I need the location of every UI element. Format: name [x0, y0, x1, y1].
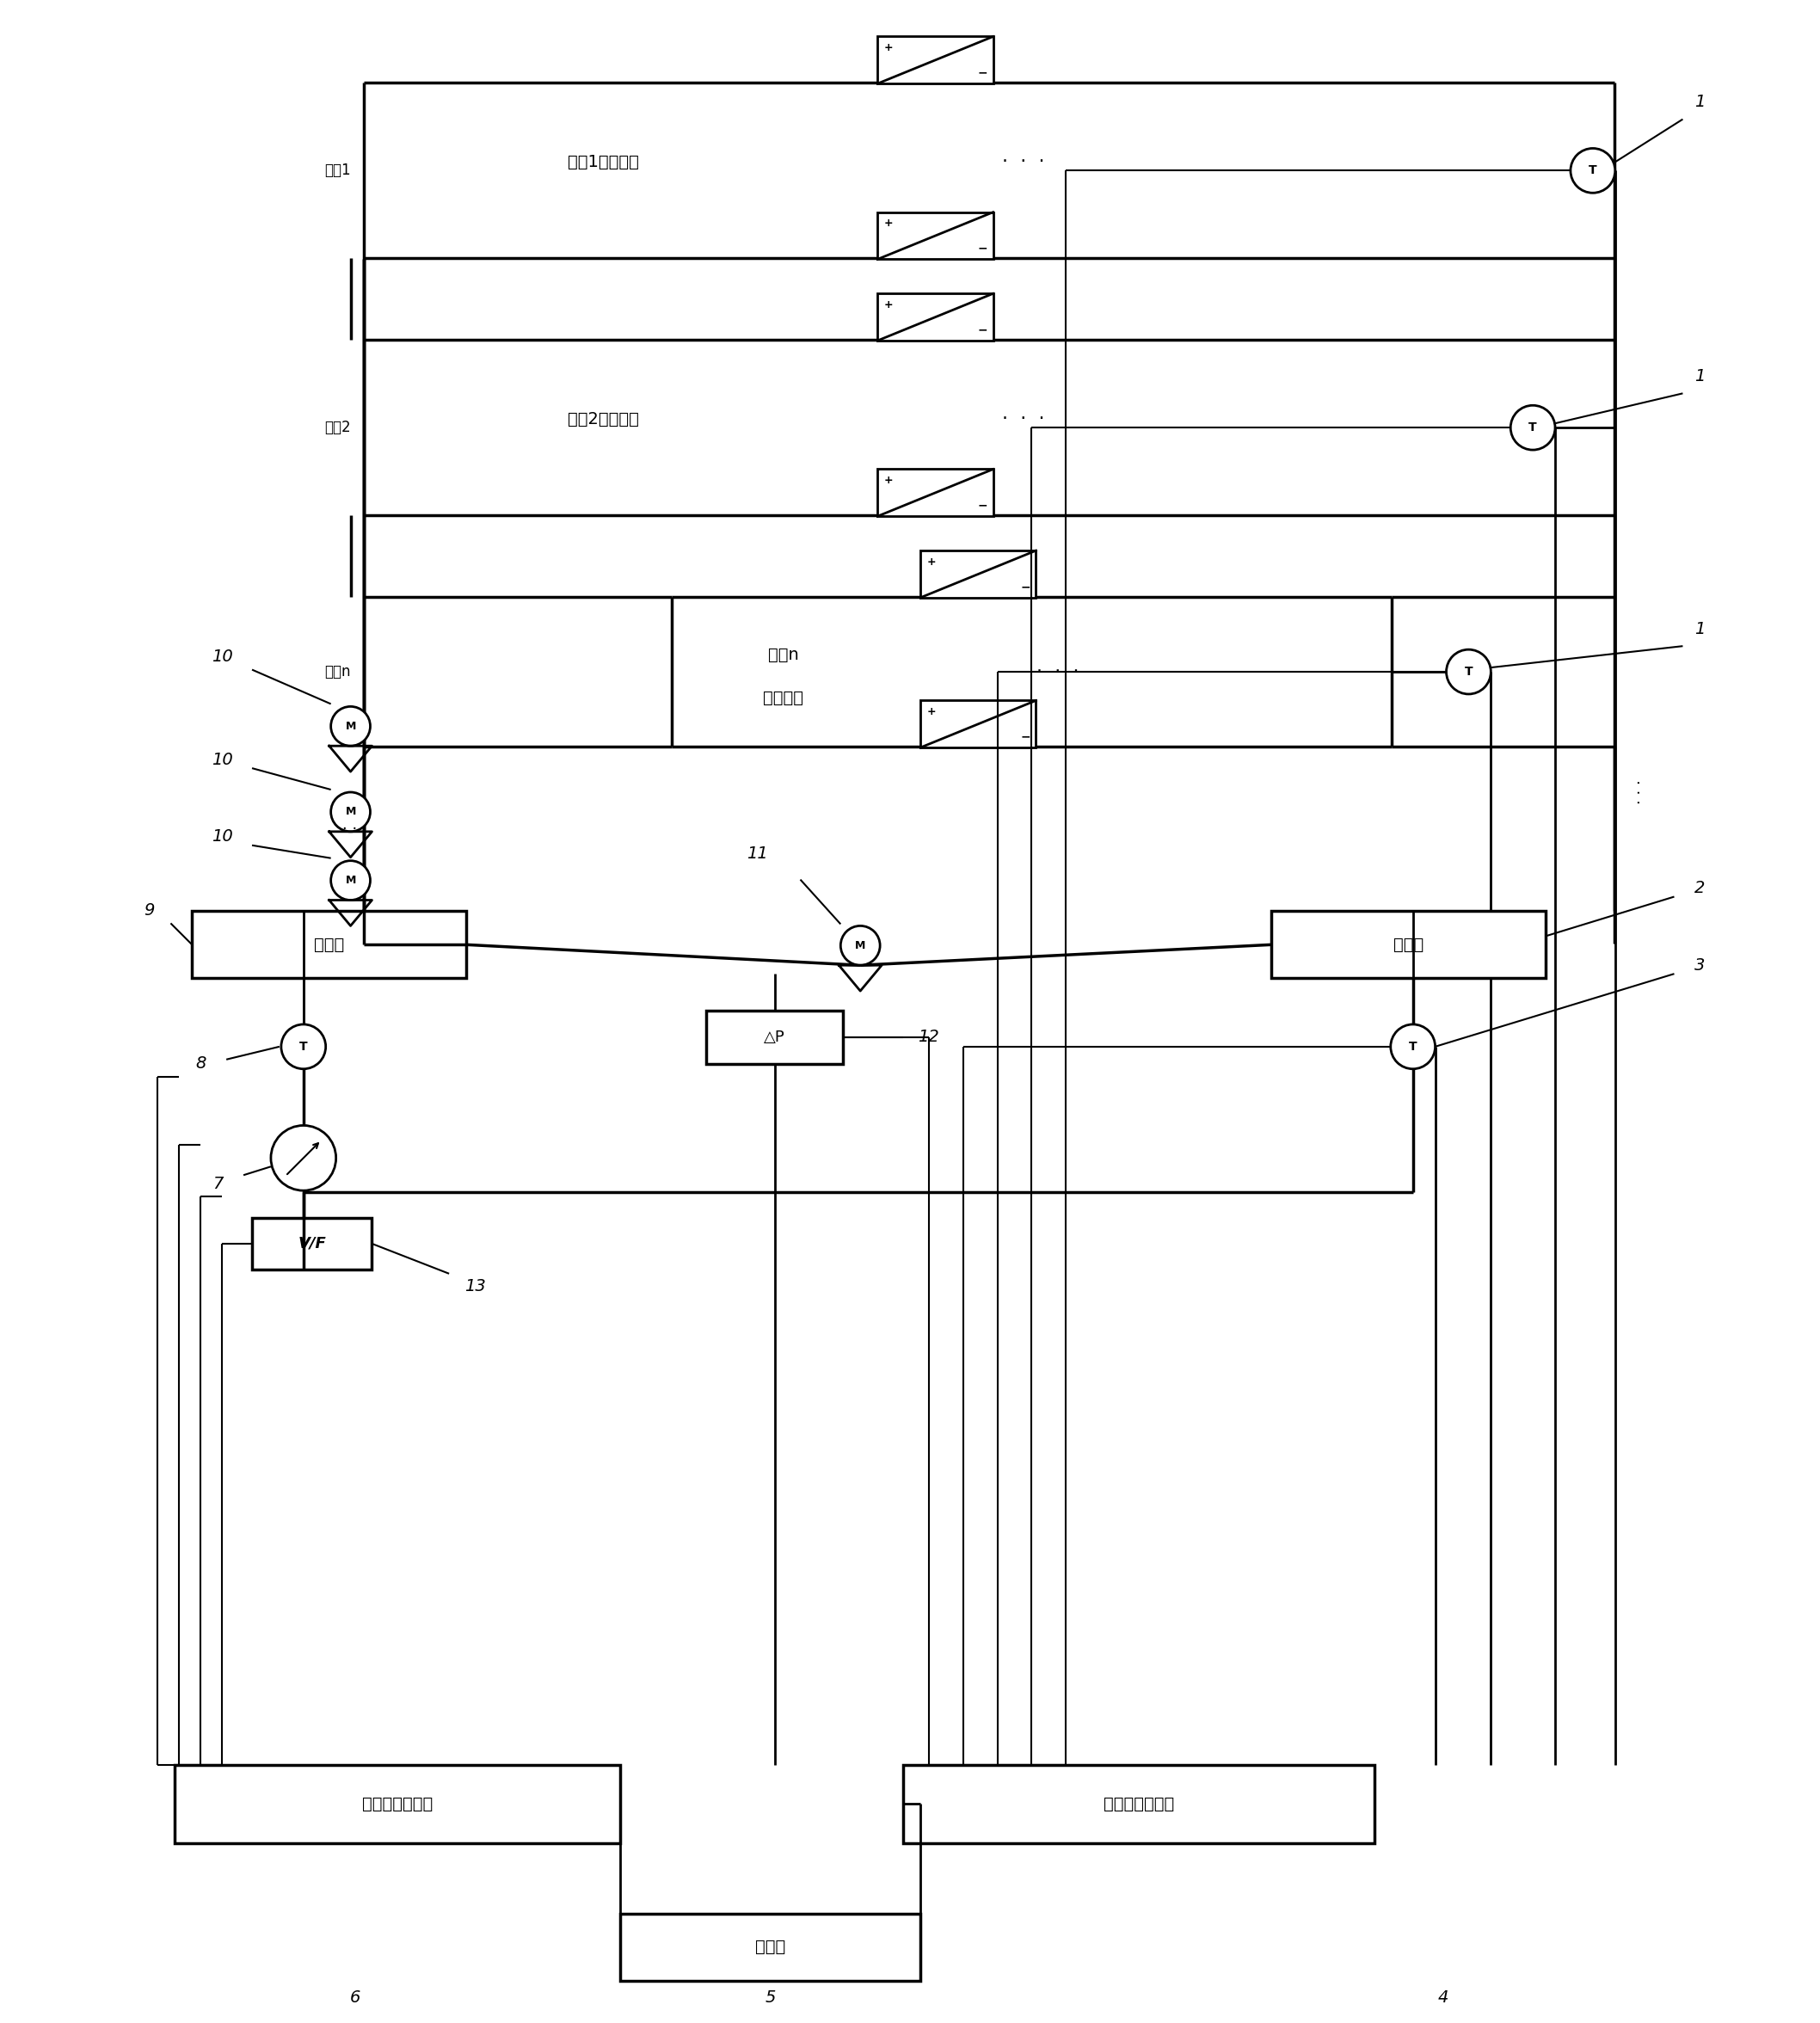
- Text: 1: 1: [1694, 621, 1705, 637]
- Bar: [921, 550, 1036, 597]
- Text: 2: 2: [1694, 880, 1705, 896]
- Text: 5: 5: [764, 1989, 775, 2005]
- Text: △P: △P: [764, 1030, 784, 1046]
- Text: +: +: [885, 218, 894, 229]
- Text: 10: 10: [211, 649, 233, 666]
- Text: 集水器: 集水器: [1394, 937, 1423, 953]
- Text: 环路2: 环路2: [324, 421, 351, 435]
- Text: 环路1: 环路1: [324, 164, 351, 178]
- Text: · · ·: · · ·: [342, 821, 368, 838]
- Text: 1: 1: [1694, 368, 1705, 384]
- Text: 分水器: 分水器: [315, 937, 344, 953]
- Bar: [193, 910, 466, 977]
- Bar: [903, 1764, 1374, 1843]
- Bar: [877, 293, 994, 340]
- Text: 6: 6: [349, 1989, 360, 2005]
- Text: −: −: [977, 500, 988, 512]
- Text: 10: 10: [211, 751, 233, 769]
- Circle shape: [331, 793, 369, 831]
- Text: 12: 12: [919, 1030, 939, 1046]
- Text: +: +: [926, 706, 935, 718]
- Text: 环路1末端负荷: 环路1末端负荷: [568, 154, 639, 170]
- Bar: [621, 1914, 921, 1981]
- Circle shape: [1511, 405, 1554, 449]
- Text: V/F: V/F: [298, 1236, 326, 1252]
- Text: 13: 13: [464, 1279, 486, 1295]
- Bar: [877, 36, 994, 83]
- Text: −: −: [1021, 581, 1030, 593]
- Circle shape: [1447, 649, 1491, 694]
- Text: ·  ·  ·: · · ·: [1001, 154, 1045, 170]
- Text: 计算机: 计算机: [755, 1938, 786, 1954]
- Bar: [251, 1218, 371, 1268]
- Text: M: M: [346, 874, 357, 886]
- Circle shape: [331, 706, 369, 746]
- Text: 4: 4: [1438, 1989, 1449, 2005]
- Circle shape: [271, 1125, 337, 1192]
- Text: T: T: [1465, 666, 1472, 678]
- Text: 11: 11: [746, 846, 768, 862]
- Text: 7: 7: [213, 1175, 224, 1192]
- Text: +: +: [885, 42, 894, 53]
- Bar: [706, 1012, 843, 1064]
- Bar: [877, 212, 994, 259]
- Text: M: M: [346, 807, 357, 817]
- Text: −: −: [1021, 730, 1030, 742]
- Text: 运行参数采集箱: 运行参数采集箱: [1103, 1796, 1174, 1813]
- Text: 末端负荷: 末端负荷: [763, 690, 803, 706]
- Text: T: T: [1529, 421, 1536, 433]
- Text: T: T: [1589, 164, 1596, 176]
- Text: +: +: [926, 556, 935, 566]
- Text: 10: 10: [211, 829, 233, 846]
- Text: 9: 9: [144, 902, 155, 918]
- Text: 环路n: 环路n: [324, 664, 351, 680]
- Text: −: −: [977, 324, 988, 336]
- Text: 环路2末端负荷: 环路2末端负荷: [568, 411, 639, 427]
- Text: 水力平衡控制器: 水力平衡控制器: [362, 1796, 433, 1813]
- Text: +: +: [885, 299, 894, 310]
- Circle shape: [331, 860, 369, 900]
- Bar: [877, 469, 994, 516]
- Text: M: M: [346, 720, 357, 732]
- Text: ·  ·  ·: · · ·: [1036, 664, 1079, 680]
- Circle shape: [1390, 1024, 1436, 1068]
- Text: +: +: [885, 475, 894, 486]
- Circle shape: [280, 1024, 326, 1068]
- Circle shape: [841, 927, 881, 965]
- Text: · · ·: · · ·: [1633, 779, 1647, 803]
- Bar: [1272, 910, 1545, 977]
- Bar: [175, 1764, 621, 1843]
- Text: −: −: [977, 67, 988, 79]
- Text: 3: 3: [1694, 957, 1705, 973]
- Text: T: T: [298, 1040, 308, 1052]
- Text: ·  ·  ·: · · ·: [1001, 411, 1045, 427]
- Text: 1: 1: [1694, 93, 1705, 109]
- Text: 8: 8: [195, 1056, 206, 1072]
- Text: T: T: [1409, 1040, 1418, 1052]
- Text: 环路n: 环路n: [768, 647, 799, 664]
- Bar: [921, 700, 1036, 749]
- Text: −: −: [977, 243, 988, 255]
- Text: M: M: [855, 941, 866, 951]
- Circle shape: [1571, 148, 1614, 192]
